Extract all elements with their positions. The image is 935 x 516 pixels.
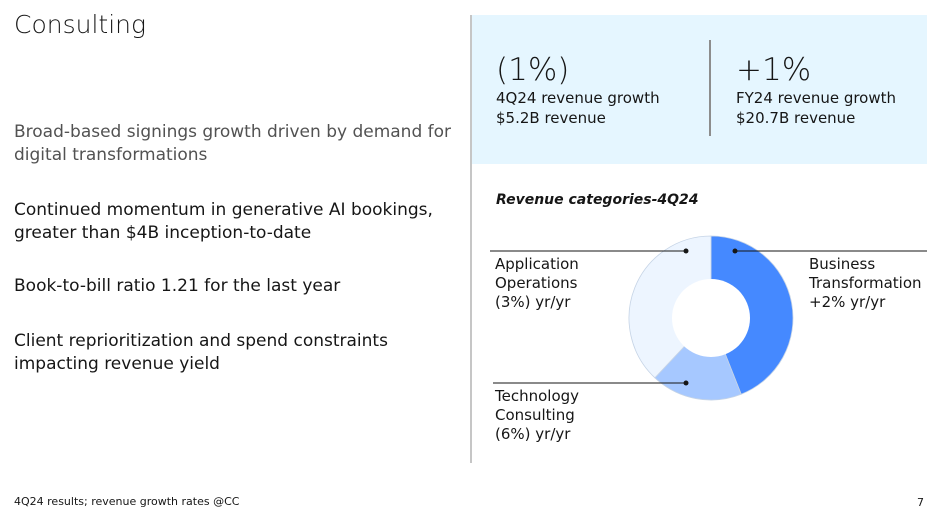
- slice-application-operations: [628, 235, 712, 379]
- metrics-panel: [472, 15, 927, 164]
- metric-fy24-revenue: $20.7B revenue: [736, 109, 856, 127]
- leader-dot-business: [732, 248, 738, 254]
- bullet-client-reprioritization: Client reprioritization and spend constr…: [14, 331, 388, 374]
- label-business-transformation: Business Transformation +2% yr/yr: [809, 255, 922, 312]
- page-number: 7: [917, 496, 924, 509]
- label-business-growth: +2% yr/yr: [809, 293, 886, 311]
- metric-4q24-value: (1%): [496, 52, 570, 88]
- label-technology-line2: Consulting: [495, 406, 575, 424]
- label-technology-growth: (6%) yr/yr: [495, 425, 571, 443]
- label-business-line2: Transformation: [809, 274, 922, 292]
- metric-4q24-growth-label: 4Q24 revenue growth: [496, 89, 660, 107]
- chart-title: Revenue categories-4Q24: [496, 192, 699, 208]
- label-application-growth: (3%) yr/yr: [495, 293, 571, 311]
- metric-fy24-growth-label: FY24 revenue growth: [736, 89, 897, 107]
- slide-title: Consulting: [14, 10, 147, 39]
- donut-hole: [672, 279, 750, 357]
- label-technology-line1: Technology: [495, 387, 580, 405]
- bullet-book-to-bill: Book-to-bill ratio 1.21 for the last yea…: [14, 276, 341, 296]
- bullet-signings: Broad-based signings growth driven by de…: [14, 122, 452, 165]
- slice-technology-consulting: [654, 317, 742, 401]
- metric-fy24-value: +1%: [736, 52, 812, 88]
- metric-4q24-revenue: $5.2B revenue: [496, 109, 606, 127]
- label-technology-consulting: Technology Consulting (6%) yr/yr: [495, 387, 579, 444]
- metric-4q24: (1%) 4Q24 revenue growth $5.2B revenue: [496, 52, 660, 128]
- label-application-operations: Application Operations (3%) yr/yr: [495, 255, 579, 312]
- label-application-line2: Operations: [495, 274, 578, 292]
- metrics-separator: [709, 40, 711, 136]
- vertical-divider: [470, 15, 472, 463]
- leader-dot-application: [683, 248, 689, 254]
- leader-dot-technology: [683, 380, 689, 386]
- bullet-gen-ai-bookings: Continued momentum in generative AI book…: [14, 200, 433, 243]
- metric-fy24: +1% FY24 revenue growth $20.7B revenue: [736, 52, 896, 128]
- slice-business-transformation: [710, 235, 794, 395]
- label-business-line1: Business: [809, 255, 876, 273]
- footer-note: 4Q24 results; revenue growth rates @CC: [14, 495, 240, 508]
- label-application-line1: Application: [495, 255, 579, 273]
